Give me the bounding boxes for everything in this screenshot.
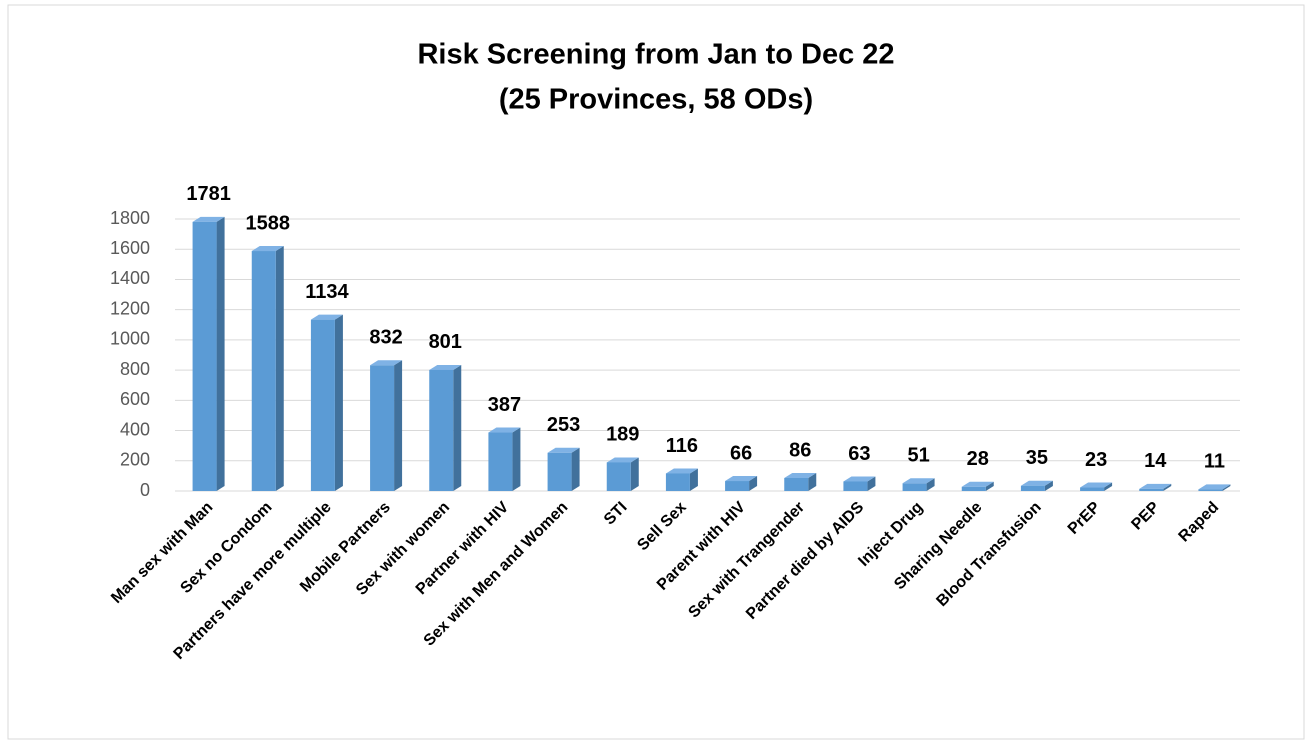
value-label: 51: [907, 445, 929, 467]
y-tick-label: 1200: [110, 298, 150, 318]
bar: [547, 452, 572, 491]
value-label: 253: [547, 414, 580, 436]
bar: [1020, 485, 1045, 491]
bar-top: [1080, 482, 1113, 488]
y-tick-label: 800: [120, 359, 150, 379]
bar: [192, 221, 217, 492]
value-label: 116: [666, 435, 698, 457]
value-label: 11: [1204, 451, 1225, 473]
bar: [1080, 487, 1105, 491]
bar-top: [192, 216, 225, 222]
bar-top: [1139, 483, 1172, 489]
bar: [429, 369, 454, 491]
value-label: 28: [967, 448, 989, 470]
bar-side: [926, 478, 935, 491]
bar-side: [334, 314, 343, 491]
bar: [1198, 489, 1223, 491]
bar-side: [1104, 482, 1113, 491]
value-label: 86: [789, 439, 811, 461]
value-label: 1781: [186, 183, 231, 205]
bar-side: [749, 476, 758, 491]
chart-title: Risk Screening from Jan to Dec 22: [417, 39, 894, 71]
bar-side: [808, 473, 817, 491]
bar-top: [902, 478, 935, 484]
bar-side: [1163, 483, 1172, 491]
value-label: 23: [1085, 449, 1107, 471]
bar-side: [571, 447, 580, 491]
value-label: 832: [369, 327, 402, 349]
bar-top: [547, 447, 580, 453]
bar-top: [310, 314, 343, 320]
bar: [902, 483, 927, 491]
y-tick-label: 400: [120, 419, 150, 439]
bar-top: [251, 246, 284, 252]
bar-top: [784, 473, 817, 479]
value-label: 387: [488, 394, 521, 416]
value-label: 66: [730, 442, 752, 464]
bar: [370, 365, 395, 491]
y-tick-label: 1600: [110, 238, 150, 258]
bar-side: [689, 468, 698, 491]
bar-top: [961, 481, 994, 487]
value-label: 14: [1144, 450, 1167, 472]
bar: [488, 432, 513, 491]
bar: [251, 251, 276, 491]
bar: [961, 486, 986, 491]
bar: [1139, 488, 1164, 491]
y-tick-label: 1800: [110, 208, 150, 228]
bar-top: [488, 427, 521, 433]
bar-side: [512, 427, 521, 491]
bar-side: [394, 360, 403, 491]
chart-subtitle: (25 Provinces, 58 ODs): [499, 84, 813, 116]
y-tick-label: 0: [140, 480, 150, 500]
bar-side: [985, 481, 994, 491]
bar: [606, 462, 631, 491]
y-tick-label: 200: [120, 450, 150, 470]
value-label: 1134: [305, 281, 349, 303]
bar-side: [1044, 480, 1053, 491]
value-label: 35: [1026, 447, 1048, 469]
bar: [725, 481, 750, 491]
bar-side: [453, 364, 462, 491]
bar-side: [275, 246, 284, 491]
bar-top: [429, 364, 462, 370]
y-tick-label: 1400: [110, 268, 150, 288]
bar: [665, 473, 690, 491]
bar-side: [867, 476, 876, 491]
bar: [843, 481, 868, 491]
bar-top: [606, 457, 639, 463]
y-tick-label: 1000: [110, 329, 150, 349]
bar-top: [725, 476, 758, 482]
bar-top: [1020, 480, 1053, 486]
bar-top: [665, 468, 698, 474]
bar-top: [370, 360, 403, 366]
value-label: 189: [606, 424, 639, 446]
bar-top: [1198, 484, 1231, 490]
value-label: 63: [848, 443, 870, 465]
bar-side: [630, 457, 639, 491]
bar: [310, 319, 335, 491]
value-label: 801: [429, 331, 462, 353]
bar-side: [216, 216, 225, 492]
bar-side: [1222, 484, 1231, 491]
value-label: 1588: [246, 212, 291, 234]
bar-top: [843, 476, 876, 482]
bar: [784, 478, 809, 491]
y-tick-label: 600: [120, 389, 150, 409]
